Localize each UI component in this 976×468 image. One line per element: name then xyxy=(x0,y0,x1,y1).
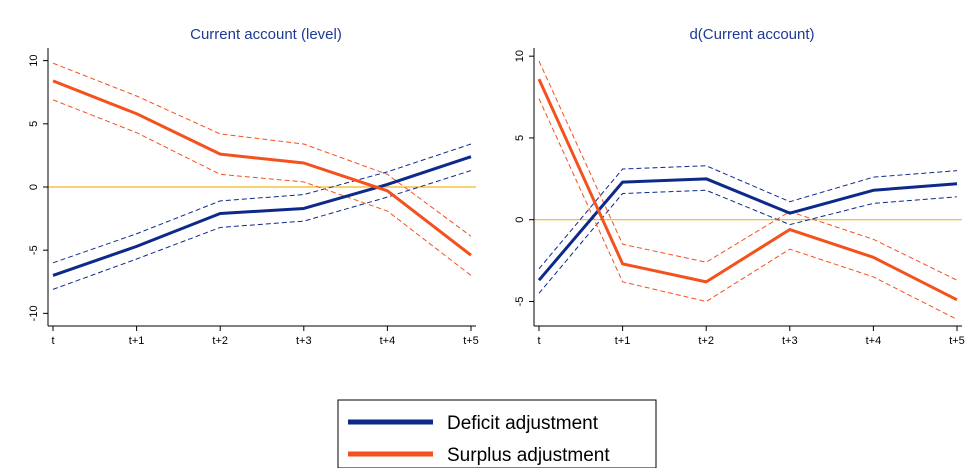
y-tick-label: 10 xyxy=(28,55,40,67)
deficit-adjustment-line xyxy=(52,155,472,277)
x-tick-label: t+2 xyxy=(212,335,228,347)
chart-title: d(Current account) xyxy=(689,26,814,43)
legend-label-surplus: Surplus adjustment xyxy=(447,445,610,466)
deficit-adjustment-lower-band xyxy=(538,189,958,294)
legend: Deficit adjustment Surplus adjustment xyxy=(337,399,657,468)
deficit-adjustment-upper-band xyxy=(538,165,958,270)
x-tick-label: t+3 xyxy=(296,335,312,347)
axes: 10 5 0 -5 t t+1 t+2 t+3 t+4 t+5 xyxy=(514,48,965,347)
panel-current-account-level: Current account (level) 10 5 0 -5 -10 t t+1 t+2… xyxy=(28,26,479,347)
y-tick-label: 5 xyxy=(28,121,40,127)
x-tick-label: t+1 xyxy=(129,335,145,347)
y-tick-label: 0 xyxy=(28,184,40,190)
surplus-adjustment-line xyxy=(537,78,958,302)
series-lines xyxy=(52,79,472,277)
surplus-adjustment-lower-band xyxy=(538,98,958,320)
deficit-adjustment-upper-band xyxy=(52,143,472,264)
legend-box xyxy=(337,399,657,468)
x-tick-label: t+1 xyxy=(615,335,631,347)
confidence-bands xyxy=(538,60,958,320)
deficit-adjustment-lower-band xyxy=(52,170,472,290)
x-tick-label: t xyxy=(537,335,540,347)
chart-title: Current account (level) xyxy=(190,26,342,43)
y-tick-label: -10 xyxy=(28,305,40,321)
x-tick-label: t+2 xyxy=(698,335,714,347)
surplus-adjustment-line xyxy=(52,79,472,257)
surplus-adjustment-lower-band xyxy=(52,99,472,276)
surplus-adjustment-upper-band xyxy=(52,62,472,237)
x-tick-label: t+5 xyxy=(949,335,965,347)
x-tick-label: t+4 xyxy=(380,335,396,347)
y-tick-label: 0 xyxy=(514,217,526,223)
surplus-adjustment-upper-band xyxy=(538,60,958,281)
series-lines xyxy=(537,78,958,302)
x-tick-label: t+4 xyxy=(866,335,882,347)
deficit-adjustment-line xyxy=(537,177,958,282)
x-tick-label: t+5 xyxy=(463,335,479,347)
x-tick-label: t xyxy=(51,335,54,347)
axes: 10 5 0 -5 -10 t t+1 t+2 t+3 t+4 t+5 xyxy=(28,48,479,347)
y-tick-label: -5 xyxy=(28,245,40,255)
legend-label-deficit: Deficit adjustment xyxy=(447,413,599,434)
y-tick-label: 10 xyxy=(514,50,526,62)
y-tick-label: 5 xyxy=(514,135,526,141)
panel-d-current-account: d(Current account) 10 5 0 -5 t t+1 t+2 t+3 t+4 t+… xyxy=(514,26,965,347)
confidence-bands xyxy=(52,62,472,290)
y-tick-label: -5 xyxy=(514,297,526,307)
x-tick-label: t+3 xyxy=(782,335,798,347)
